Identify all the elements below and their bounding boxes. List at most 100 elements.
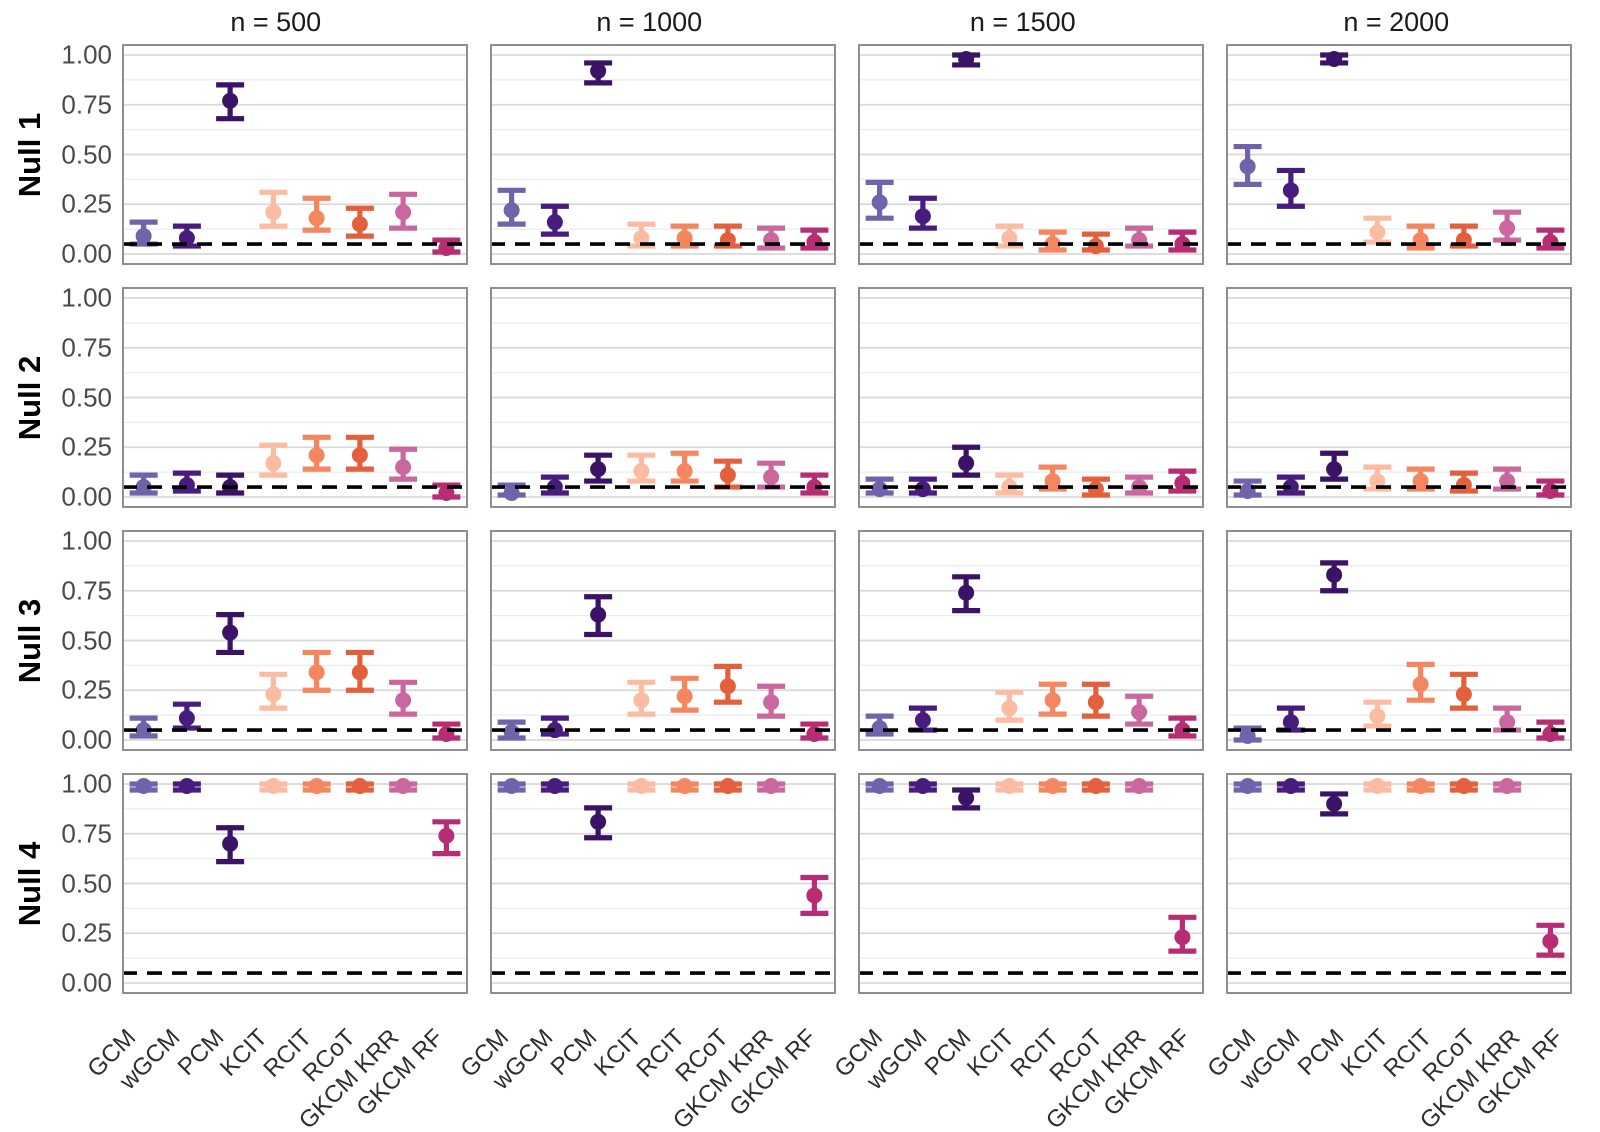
- pointrange-RCIT: [670, 450, 699, 484]
- y-axis-null4: Null 4 1.00 0.75 0.50 0.25 0.00: [0, 769, 112, 998]
- pointrange-GCM: [1233, 777, 1262, 794]
- pointrange-KCIT: [259, 777, 288, 794]
- panel-border: [490, 287, 836, 508]
- pointrange-RCIT: [1038, 229, 1067, 253]
- pointrange-KCIT: [627, 679, 656, 717]
- pointrange-wGCM: [908, 705, 937, 733]
- pointrange-RCoT: [1081, 777, 1110, 794]
- pointrange-wGCM: [908, 777, 937, 794]
- panel-null2-n1500: [858, 287, 1204, 508]
- pointrange-GCM: [865, 179, 894, 221]
- y-tick-label: 0.50: [61, 625, 112, 655]
- panel-border: [122, 530, 468, 751]
- y-tick-label: 0.50: [61, 382, 112, 412]
- pointrange-KCIT: [627, 221, 656, 249]
- pointrange-PCM: [1320, 50, 1349, 67]
- panel-plot: [1226, 530, 1572, 751]
- pointrange-GKCM RF: [432, 819, 461, 857]
- y-tick-label: 1.00: [61, 39, 112, 70]
- pointrange-KCIT: [259, 671, 288, 711]
- facet-row-label-null3: Null 3: [12, 598, 47, 683]
- y-tick-label: 0.00: [61, 967, 112, 998]
- x-axis-labels-n1000: GCM wGCM PCM KCIT RCIT RCoT GKCM KRR GKCM RF: [456, 1016, 826, 1132]
- facet-row-null2: Null 2 1.00 0.75 0.50 0.25 0.00: [0, 283, 1600, 512]
- pointrange-RCIT: [302, 649, 331, 693]
- facet-row-null3: Null 3 1.00 0.75 0.50 0.25 0.00: [0, 526, 1600, 755]
- x-axis-label-pcm: PCM: [172, 1024, 229, 1081]
- pointrange-GKCM RF: [800, 874, 829, 916]
- pointrange-GCM: [129, 777, 158, 794]
- y-tick-label: 0.75: [61, 89, 112, 120]
- pointrange-RCIT: [1406, 466, 1435, 492]
- x-axis-label-pcm: PCM: [1292, 1024, 1350, 1081]
- panel-border: [858, 287, 1204, 508]
- pointrange-KCIT: [259, 189, 288, 229]
- pointrange-GKCM KRR: [389, 777, 418, 794]
- pointrange-GCM: [497, 482, 526, 502]
- facet-column-title-n1000: n = 1000: [596, 6, 703, 37]
- pointrange-RCIT: [1038, 464, 1067, 492]
- panel-null4-n1000: [490, 773, 836, 994]
- pointrange-KCIT: [627, 452, 656, 484]
- pointrange-KCIT: [1363, 699, 1392, 729]
- pointrange-PCM: [216, 612, 245, 656]
- pointrange-PCM: [952, 787, 981, 811]
- panel-plot: [490, 773, 836, 994]
- pointrange-RCIT: [1406, 223, 1435, 251]
- pointrange-RCoT: [1449, 777, 1478, 794]
- panel-plot: [1226, 44, 1572, 265]
- panel-null2-n1000: [490, 287, 836, 508]
- panel-null4-n500: [122, 773, 468, 994]
- pointrange-GKCM RF: [1168, 715, 1197, 739]
- panel-null3-n2000: [1226, 530, 1572, 751]
- pointrange-RCIT: [1406, 777, 1435, 794]
- pointrange-wGCM: [1276, 777, 1305, 794]
- pointrange-GCM: [1233, 143, 1262, 187]
- pointrange-wGCM: [540, 777, 569, 794]
- pointrange-KCIT: [627, 777, 656, 794]
- facet-row-label-null4: Null 4: [12, 841, 47, 926]
- pointrange-RCoT: [345, 777, 374, 794]
- pointrange-GKCM KRR: [389, 679, 418, 717]
- pointrange-RCIT: [1406, 661, 1435, 703]
- panel-plot: [490, 530, 836, 751]
- pointrange-GKCM KRR: [757, 777, 786, 794]
- facet-column-title-n1500: n = 1500: [969, 6, 1076, 37]
- y-tick-label: 0.25: [61, 431, 112, 462]
- y-tick-label: 1.00: [61, 525, 112, 556]
- pointrange-GKCM RF: [1536, 227, 1565, 251]
- x-axis-label-kcit: KCIT: [1335, 1024, 1394, 1082]
- panel-null2-n500: [122, 287, 468, 508]
- y-axis-null3: Null 3 1.00 0.75 0.50 0.25 0.00: [0, 526, 112, 755]
- facet-column-title-n2000: n = 2000: [1343, 6, 1450, 37]
- facet-row-null1: Null 1 1.00 0.75 0.50 0.25 0.00: [0, 40, 1600, 269]
- panel-null4-n2000: [1226, 773, 1572, 994]
- pointrange-RCoT: [1449, 470, 1478, 494]
- pointrange-wGCM: [540, 203, 569, 237]
- panel-border: [490, 773, 836, 994]
- pointrange-RCoT: [1081, 231, 1110, 255]
- panel-border: [858, 530, 1204, 751]
- panel-border: [1226, 773, 1572, 994]
- x-axis-labels-n500: GCM wGCM PCM KCIT RCIT RCoT GKCM KRR GKCM RF: [82, 1016, 452, 1132]
- pointrange-wGCM: [172, 701, 201, 731]
- pointrange-RCIT: [670, 223, 699, 249]
- x-axis-label-kcit: KCIT: [215, 1024, 273, 1082]
- panel-null1-n1000: [490, 44, 836, 265]
- pointrange-GKCM KRR: [757, 683, 786, 719]
- panel-null2-n2000: [1226, 287, 1572, 508]
- pointrange-RCoT: [713, 663, 742, 705]
- pointrange-PCM: [952, 574, 981, 614]
- pointrange-GKCM KRR: [389, 191, 418, 231]
- x-axis-label-pcm: PCM: [919, 1024, 976, 1081]
- panel-border: [1226, 44, 1572, 265]
- pointrange-GKCM KRR: [1493, 209, 1522, 243]
- pointrange-KCIT: [1363, 215, 1392, 245]
- pointrange-RCIT: [670, 777, 699, 794]
- x-axis-labels-n2000: GCM wGCM PCM KCIT RCIT RCoT GKCM KRR GKCM RF: [1203, 1016, 1573, 1132]
- pointrange-GKCM KRR: [1493, 705, 1522, 733]
- y-tick-label: 0.75: [61, 332, 112, 363]
- y-tick-label: 1.00: [61, 282, 112, 313]
- pointrange-PCM: [1320, 791, 1349, 817]
